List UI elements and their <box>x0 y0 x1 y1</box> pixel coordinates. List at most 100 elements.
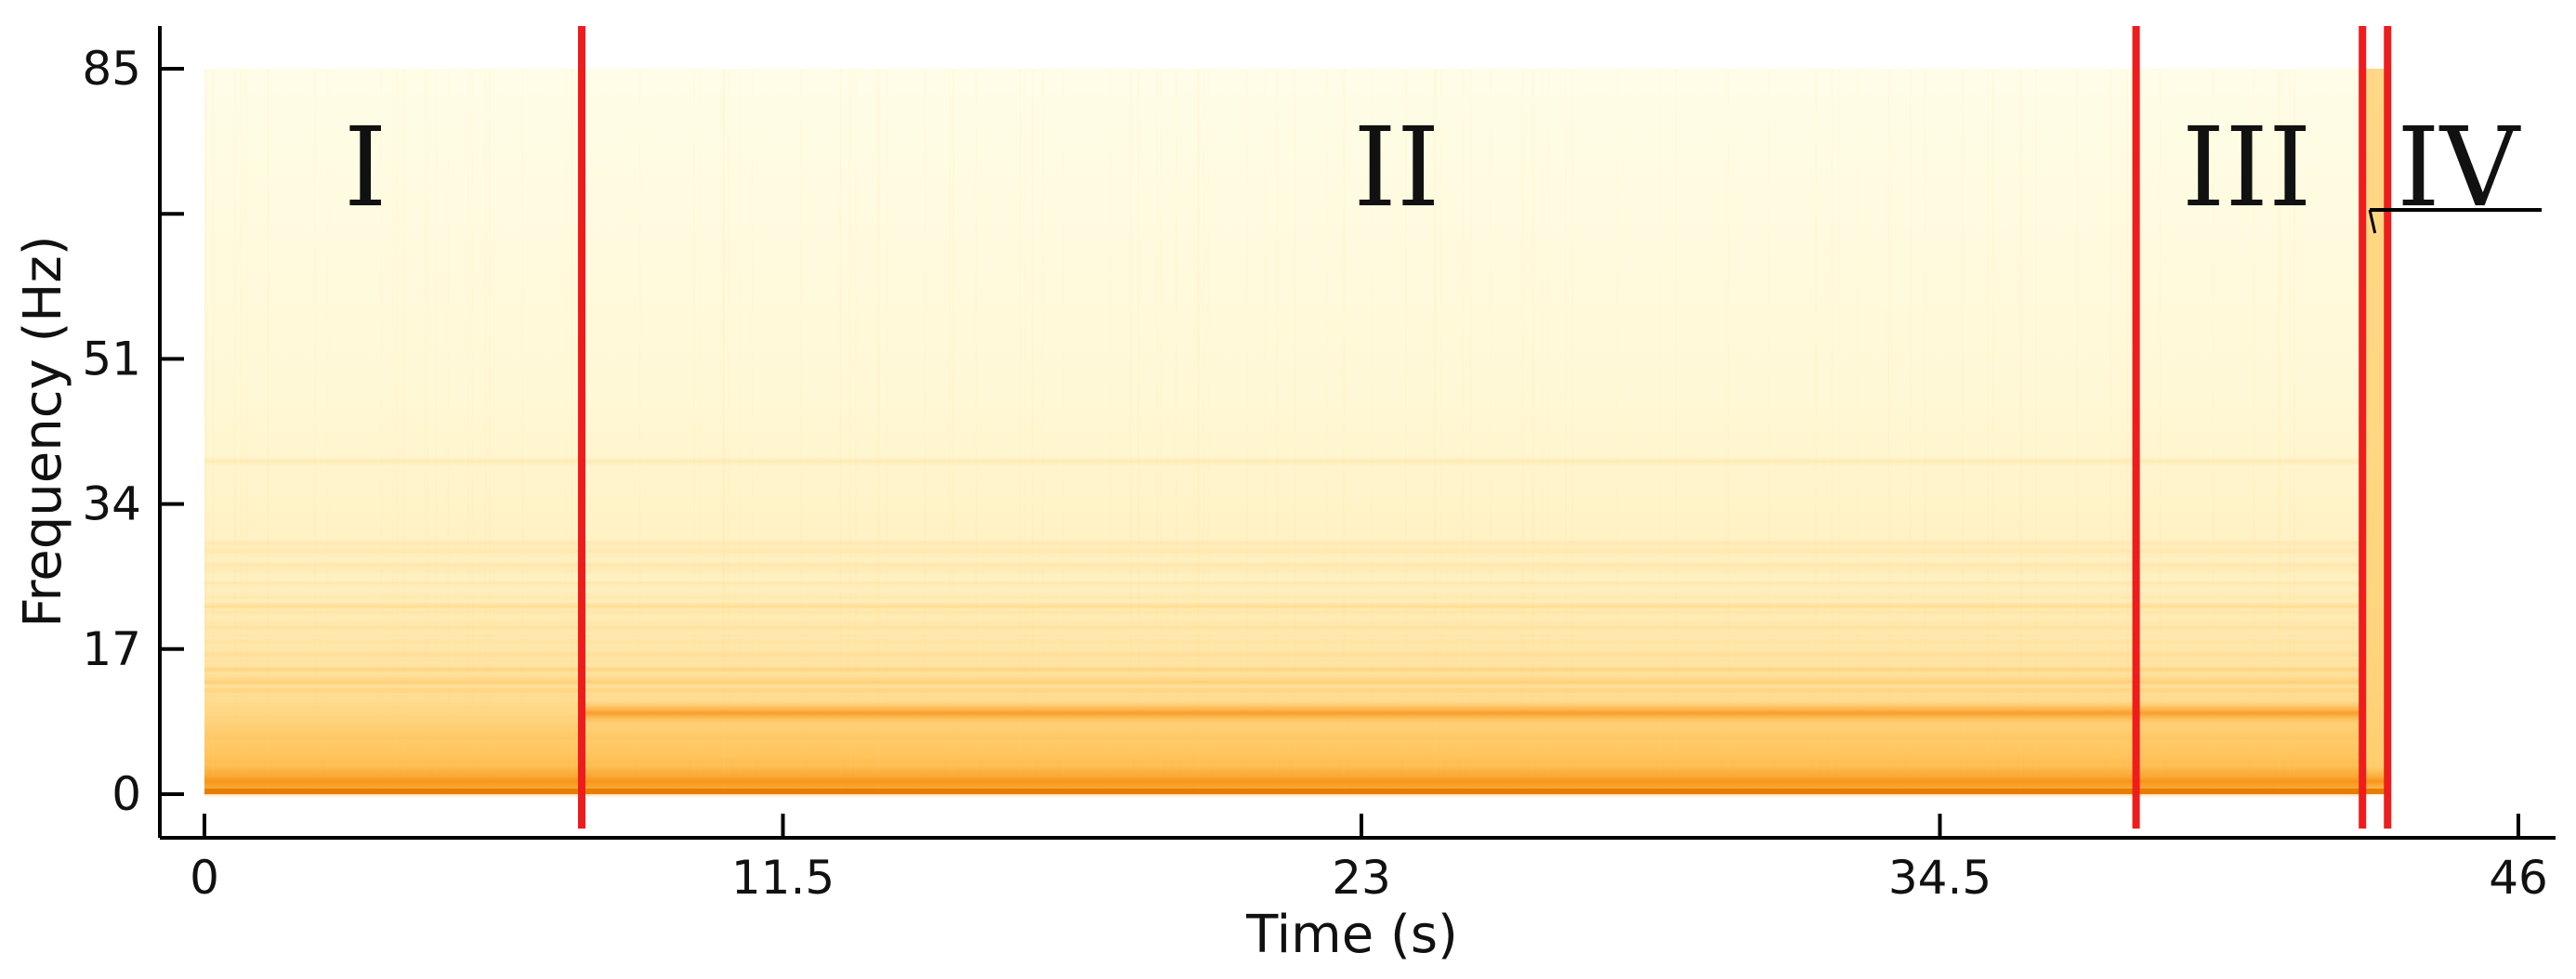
heat-column <box>1129 69 1132 794</box>
heat-column <box>698 69 701 794</box>
heat-column <box>2253 69 2254 794</box>
heat-column <box>1469 69 1472 794</box>
heat-column <box>1887 69 1889 794</box>
heat-streak <box>204 676 2363 684</box>
heat-streak <box>204 625 2363 629</box>
heat-streak <box>204 667 2363 672</box>
heat-column <box>949 69 951 794</box>
heat-column <box>268 69 269 794</box>
heat-streak <box>204 687 2363 694</box>
heat-column <box>1062 69 1064 794</box>
heat-column <box>234 69 237 794</box>
heat-streak <box>204 667 2363 671</box>
heat-streak <box>204 592 2363 599</box>
heat-column <box>2289 69 2291 794</box>
heat-streak <box>204 581 2363 588</box>
heat-column <box>395 69 397 794</box>
heat-streak <box>204 562 2363 567</box>
heat-column <box>2278 69 2280 794</box>
heat-column <box>1659 69 1661 794</box>
heat-streak <box>204 652 2363 658</box>
heat-column <box>427 69 429 794</box>
heat-column <box>1160 69 1163 794</box>
heat-column <box>1909 69 1912 794</box>
heat-streak <box>204 608 2363 614</box>
heat-streak <box>204 605 2363 609</box>
x-tick-label: 0 <box>190 851 219 905</box>
heat-streak <box>204 602 2363 608</box>
heat-column <box>2159 69 2162 794</box>
heat-streak <box>204 581 2363 584</box>
heat-column <box>484 69 487 794</box>
heat-column <box>401 69 404 794</box>
heat-column <box>1987 69 1989 794</box>
heat-column <box>1541 69 1544 794</box>
heat-column <box>2293 69 2295 794</box>
heat-streak <box>204 552 2363 558</box>
heat-streak <box>204 724 2363 731</box>
heat-column <box>1532 69 1534 794</box>
heat-streak <box>204 688 2363 693</box>
heat-column <box>397 69 400 794</box>
heat-streak <box>204 681 2363 684</box>
heat-column <box>1246 69 1248 794</box>
heat-column <box>1193 69 1196 794</box>
heat-streak <box>204 602 2363 608</box>
heat-column <box>1831 69 1833 794</box>
heat-column <box>1565 69 1567 794</box>
heat-column <box>489 69 491 794</box>
spectrogram-heat <box>204 69 2388 798</box>
heat-column <box>638 69 641 794</box>
heat-column <box>471 69 474 794</box>
heat-column <box>953 69 954 794</box>
heat-streak <box>204 745 2363 750</box>
heat-column <box>1433 69 1435 794</box>
heat-column <box>1198 69 1200 794</box>
heat-streak <box>204 753 2363 760</box>
region-label-II: II <box>1353 103 1439 231</box>
heat-column <box>1207 69 1210 794</box>
heat-column <box>1294 69 1296 794</box>
heat-streak <box>204 734 2363 739</box>
heat-column <box>800 69 803 794</box>
heat-column <box>2121 69 2123 794</box>
heat-streak <box>204 549 2363 554</box>
heat-column <box>243 69 245 794</box>
heat-column <box>1109 69 1111 794</box>
heat-column <box>435 69 438 794</box>
heat-streak <box>204 733 2363 739</box>
heat-column <box>326 69 329 794</box>
x-tick-label: 46 <box>2489 851 2548 905</box>
heat-column <box>975 69 978 794</box>
heat-streak <box>204 654 2363 658</box>
heat-column <box>1522 69 1525 794</box>
heat-streak <box>204 620 2363 624</box>
heat-column <box>447 69 450 794</box>
heat-column <box>1276 69 1278 794</box>
heat-column <box>2018 69 2021 794</box>
heat-streak <box>204 687 2363 692</box>
heat-column <box>245 69 248 794</box>
heat-column <box>1531 69 1534 794</box>
heat-streak <box>204 605 2363 609</box>
heat-streak <box>204 678 2363 683</box>
heat-streak <box>204 621 2363 626</box>
heat-column <box>204 69 206 794</box>
heat-column <box>212 69 215 794</box>
heat-streak <box>204 735 2363 738</box>
heat-column <box>1616 69 1619 794</box>
heat-column <box>2076 69 2078 794</box>
heat-column <box>521 69 524 794</box>
heat-column <box>314 69 316 794</box>
y-tick-label: 34 <box>82 477 141 531</box>
y-tick-label: 0 <box>112 767 141 821</box>
x-axis-label: Time (s) <box>1245 905 1458 965</box>
heat-column <box>424 69 427 794</box>
heat-streak <box>204 668 2363 673</box>
region-label-IV: IV <box>2397 103 2521 231</box>
heat-column <box>1924 69 1926 794</box>
heat-streak <box>204 633 2363 637</box>
heat-column <box>1768 69 1770 794</box>
heat-streak <box>204 694 2363 698</box>
x-tick-label: 23 <box>1332 851 1391 905</box>
